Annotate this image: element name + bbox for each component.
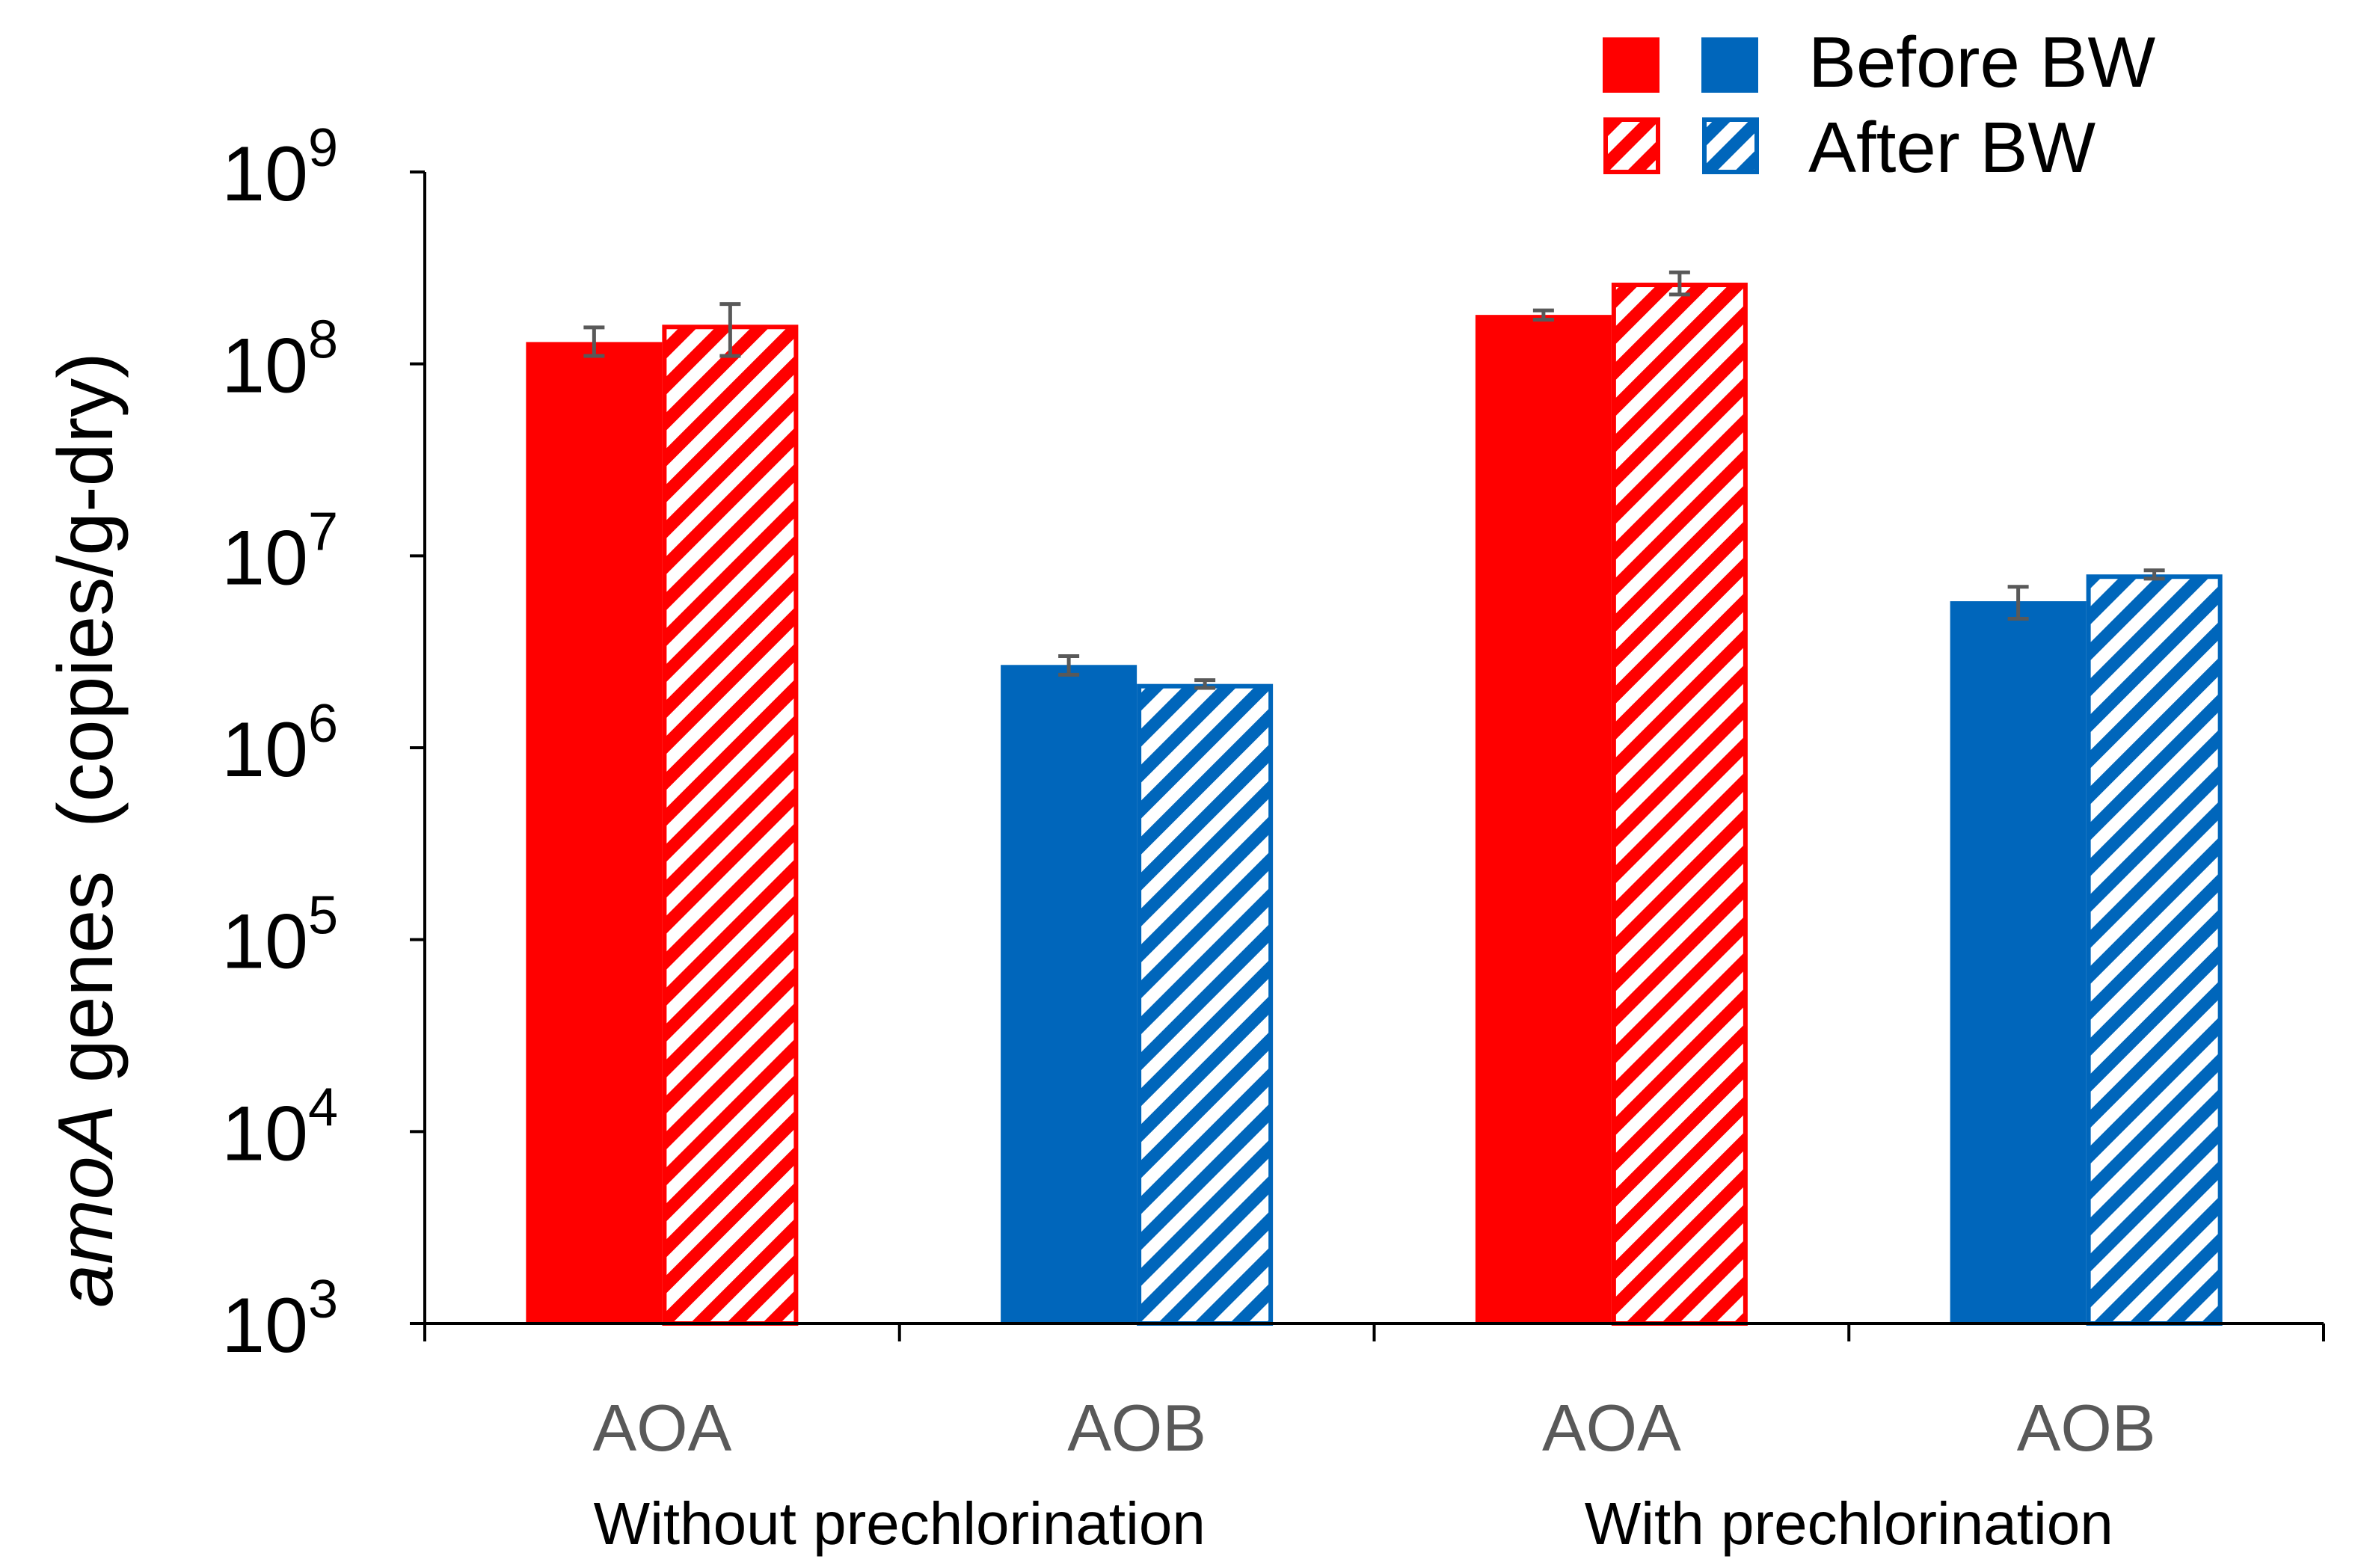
- group-label: Without prechlorination: [594, 1490, 1206, 1557]
- legend: Before BW After BW: [1603, 22, 2156, 188]
- x-axis-labels: AOA AOB Without prechlorination AOA AOB With …: [592, 1391, 2155, 1557]
- error-bars-layer: [583, 270, 2165, 690]
- y-axis-title-italic: amoA: [43, 1104, 129, 1308]
- bar-aoa-before: [1475, 315, 1612, 1323]
- bar-aob-before: [1950, 601, 2087, 1323]
- y-axis-title: amoA genes (copies/g-dry): [43, 352, 129, 1307]
- y-tick-label: 103: [221, 1270, 338, 1369]
- y-axis-ticks: 103 104 105 106 107 108 109: [221, 118, 425, 1369]
- bar-aoa-after: [662, 325, 799, 1326]
- category-label-aoa: AOA: [1542, 1391, 1681, 1465]
- y-tick-label: 105: [221, 886, 338, 986]
- x-axis-ticks: [423, 1323, 2325, 1341]
- y-tick-label: 106: [221, 694, 338, 793]
- y-tick-label: 104: [221, 1077, 338, 1177]
- bar-aoa-after: [1611, 283, 1748, 1326]
- group-label: With prechlorination: [1585, 1490, 2113, 1557]
- bar-aob-after: [2086, 574, 2223, 1326]
- legend-swatch-after-blue: [1702, 117, 1759, 174]
- legend-swatch-before-red: [1603, 37, 1659, 93]
- legend-label-after: After BW: [1808, 108, 2096, 188]
- legend-label-before: Before BW: [1808, 22, 2156, 102]
- category-label-aoa: AOA: [592, 1391, 731, 1465]
- bar-aob-after: [1137, 683, 1274, 1326]
- bars-layer: [526, 283, 2223, 1326]
- category-label-aob: AOB: [1067, 1391, 1206, 1465]
- y-tick-label: 108: [221, 310, 338, 410]
- bar-aoa-before: [526, 342, 663, 1324]
- legend-swatch-after-red: [1603, 117, 1660, 174]
- y-tick-label: 109: [221, 118, 338, 218]
- bar-aob-before: [1001, 665, 1137, 1323]
- legend-swatch-before-blue: [1701, 37, 1758, 93]
- y-axis-title-rest: genes (copies/g-dry): [43, 352, 129, 1104]
- y-tick-label: 107: [221, 502, 338, 601]
- category-label-aob: AOB: [2017, 1391, 2156, 1465]
